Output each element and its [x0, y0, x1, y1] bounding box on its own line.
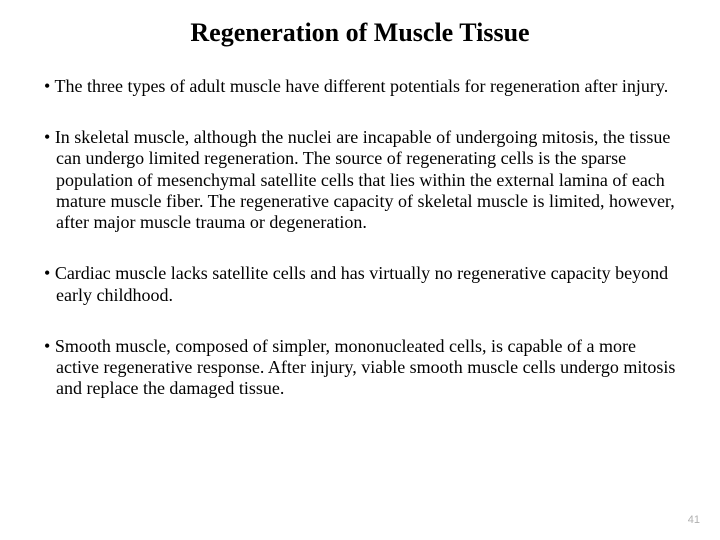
slide-title: Regeneration of Muscle Tissue: [40, 18, 680, 48]
page-number: 41: [688, 514, 700, 526]
bullet-list: The three types of adult muscle have dif…: [40, 76, 680, 400]
bullet-item: Cardiac muscle lacks satellite cells and…: [40, 263, 680, 305]
bullet-item: The three types of adult muscle have dif…: [40, 76, 680, 97]
bullet-item: In skeletal muscle, although the nuclei …: [40, 127, 680, 233]
bullet-item: Smooth muscle, composed of simpler, mono…: [40, 336, 680, 400]
